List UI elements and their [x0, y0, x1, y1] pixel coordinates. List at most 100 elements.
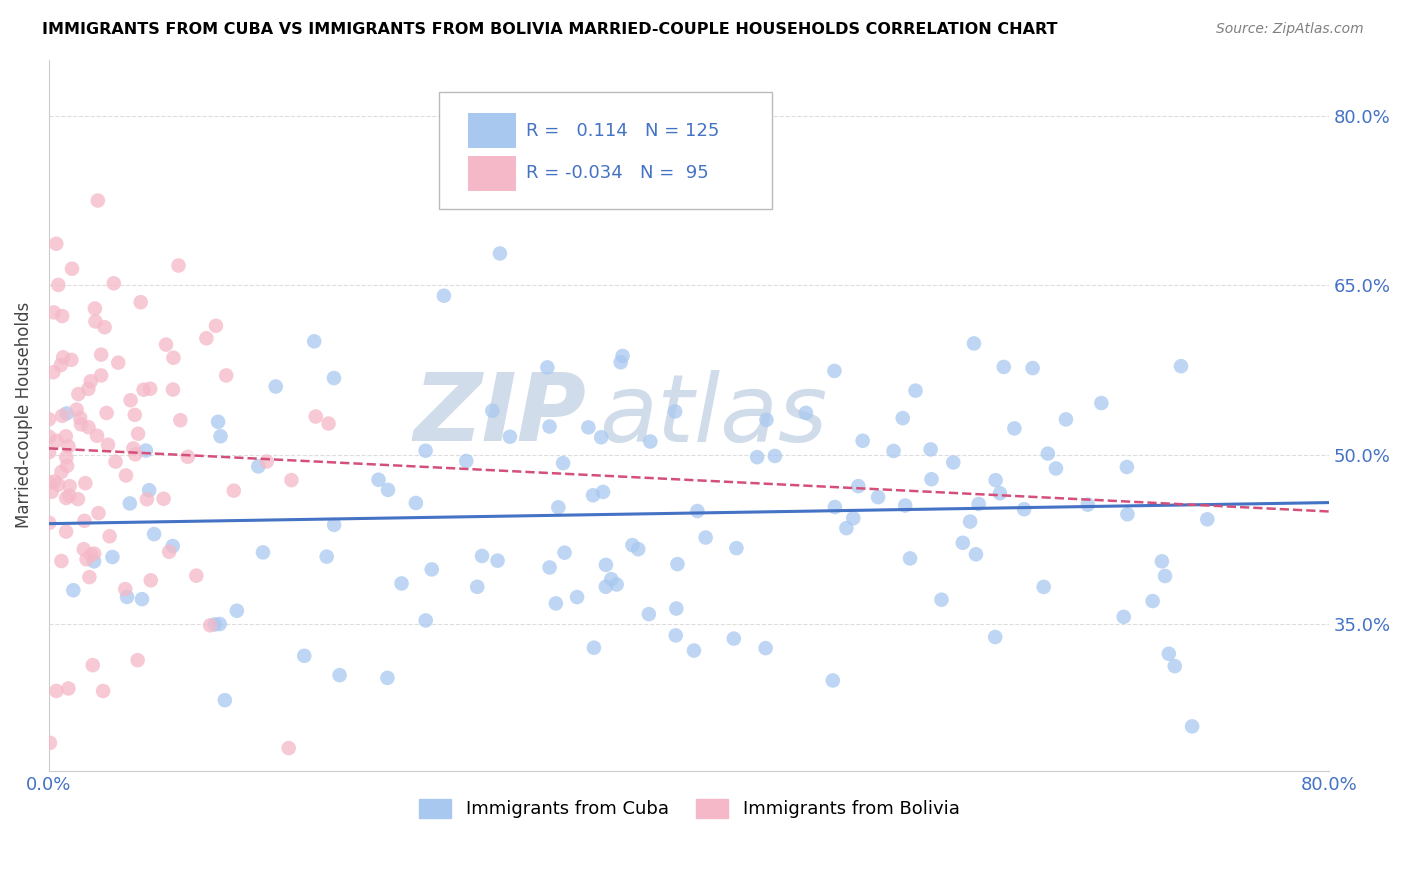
Point [666, 557, 689, 571]
Text: atlas: atlas [599, 369, 828, 460]
Point [963, 336, 986, 351]
Point [967, 497, 990, 511]
FancyBboxPatch shape [468, 155, 516, 191]
Point [984, 630, 1007, 644]
Point [471, 549, 494, 563]
Point [177, 450, 200, 464]
Point [122, 442, 145, 456]
Point [904, 384, 927, 398]
Point [86, 429, 108, 443]
Point [127, 653, 149, 667]
Point [56, 458, 79, 473]
Point [127, 426, 149, 441]
Point [1021, 361, 1043, 376]
Point [51, 554, 73, 568]
Point [1036, 447, 1059, 461]
Point [852, 434, 875, 448]
Point [565, 590, 588, 604]
Point [169, 413, 191, 427]
Point [686, 504, 709, 518]
Point [66, 492, 89, 507]
Point [415, 443, 437, 458]
Point [247, 459, 270, 474]
Text: ZIP: ZIP [413, 369, 586, 461]
FancyBboxPatch shape [440, 92, 772, 209]
Point [55, 491, 77, 505]
Point [157, 545, 180, 559]
Point [1164, 659, 1187, 673]
Point [582, 640, 605, 655]
Point [124, 447, 146, 461]
Point [215, 368, 238, 383]
Point [195, 331, 218, 345]
Point [162, 383, 184, 397]
Point [952, 536, 974, 550]
Point [104, 455, 127, 469]
Point [67, 387, 90, 401]
Point [97, 438, 120, 452]
Point [186, 568, 208, 582]
Point [420, 562, 443, 576]
Point [46, 277, 69, 292]
Point [329, 668, 352, 682]
Point [723, 632, 745, 646]
Point [58, 439, 80, 453]
Point [58, 681, 80, 696]
Point [200, 618, 222, 632]
Point [433, 289, 456, 303]
Text: R = -0.034   N =  95: R = -0.034 N = 95 [526, 164, 709, 182]
Point [69, 410, 91, 425]
Point [592, 484, 614, 499]
Point [91, 684, 114, 698]
Point [55, 407, 77, 421]
Point [1054, 412, 1077, 426]
Point [595, 580, 617, 594]
Point [46, 477, 69, 491]
Point [52, 351, 75, 365]
Point [576, 420, 599, 434]
Point [377, 483, 399, 497]
Point [1002, 421, 1025, 435]
Point [292, 648, 315, 663]
Point [591, 430, 613, 444]
Point [204, 617, 226, 632]
Point [942, 455, 965, 469]
Point [277, 741, 299, 756]
Point [609, 355, 631, 369]
Point [377, 671, 399, 685]
Point [38, 475, 60, 490]
Point [135, 443, 157, 458]
Point [921, 472, 943, 486]
Point [1157, 647, 1180, 661]
Point [73, 514, 96, 528]
Point [107, 356, 129, 370]
Point [846, 479, 869, 493]
Point [80, 548, 103, 562]
Point [58, 489, 80, 503]
Point [120, 393, 142, 408]
Point [93, 320, 115, 334]
Point [167, 259, 190, 273]
Point [959, 515, 981, 529]
Point [683, 643, 706, 657]
Point [55, 429, 77, 443]
Point [1154, 569, 1177, 583]
Point [1032, 580, 1054, 594]
Point [665, 628, 688, 642]
Point [96, 406, 118, 420]
Point [45, 434, 67, 448]
Point [1150, 554, 1173, 568]
Point [42, 365, 65, 379]
Point [823, 364, 845, 378]
Point [1112, 610, 1135, 624]
Point [315, 549, 337, 564]
Point [60, 261, 83, 276]
Point [405, 496, 427, 510]
Point [612, 349, 634, 363]
Point [73, 542, 96, 557]
Point [208, 617, 231, 632]
Point [62, 583, 84, 598]
Point [891, 411, 914, 425]
Point [794, 406, 817, 420]
Point [415, 614, 437, 628]
